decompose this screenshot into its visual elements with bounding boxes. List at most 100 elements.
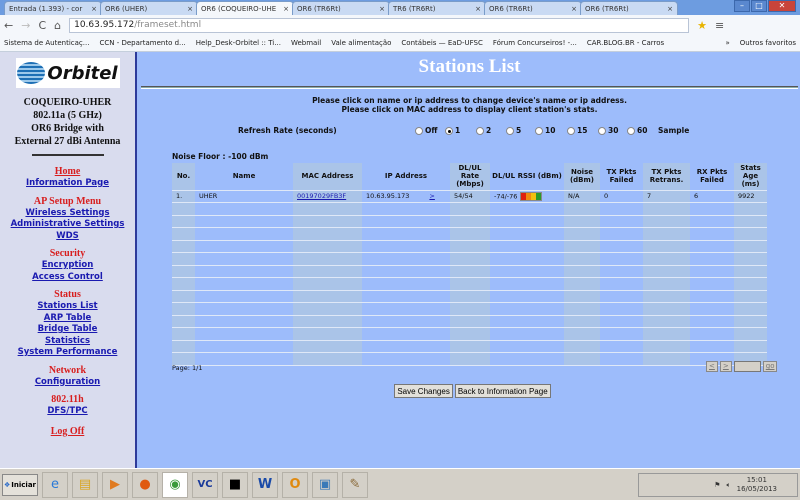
- sidebar-link[interactable]: Administrative Settings: [10, 219, 125, 229]
- refresh-radio[interactable]: 60: [627, 126, 647, 135]
- section-title: Status: [54, 289, 81, 300]
- close-tab-icon[interactable]: ×: [667, 5, 673, 13]
- firefox-icon[interactable]: ●: [132, 471, 158, 498]
- column-header: IP Address: [362, 163, 450, 191]
- close-tab-icon[interactable]: ×: [91, 5, 97, 13]
- browser-tab[interactable]: TR6 (TR6Rt) ×: [388, 1, 486, 15]
- bookmark[interactable]: CCN - Departamento d...: [99, 39, 186, 47]
- sidebar-link[interactable]: WDS: [56, 230, 79, 241]
- refresh-radio[interactable]: Off: [415, 126, 437, 135]
- noise-floor: Noise Floor : -100 dBm: [172, 152, 269, 161]
- browser-tab[interactable]: OR6 (COQUEIRO-UHE ×: [196, 1, 294, 15]
- sidebar-link[interactable]: Bridge Table: [37, 324, 98, 334]
- browser-tab[interactable]: OR6 (UHER) ×: [100, 1, 198, 15]
- ie-icon[interactable]: e: [42, 471, 68, 498]
- back-icon[interactable]: ←: [4, 18, 14, 32]
- prev-page-button[interactable]: <: [706, 361, 718, 372]
- start-button[interactable]: ❖ Iniciar: [2, 473, 38, 496]
- picture-viewer-icon[interactable]: ▣: [312, 471, 338, 498]
- url-input[interactable]: 10.63.95.172/frameset.html: [69, 17, 690, 33]
- tx_retrans-cell: 7: [647, 192, 652, 201]
- clock[interactable]: 15:01 16/05/2013: [736, 476, 777, 493]
- page-input[interactable]: [733, 361, 761, 372]
- refresh-radio[interactable]: 30: [598, 126, 618, 135]
- main-content: Stations List Please click on name or ip…: [139, 52, 800, 468]
- close-tab-icon[interactable]: ×: [379, 5, 385, 13]
- sidebar-link[interactable]: Encryption: [41, 260, 94, 270]
- flag-icon[interactable]: ⚑: [714, 481, 721, 489]
- more-bookmarks[interactable]: »: [725, 39, 730, 47]
- empty-row: [172, 340, 767, 353]
- sidebar-link[interactable]: Statistics: [44, 335, 91, 346]
- vnc-icon[interactable]: VC: [192, 471, 218, 498]
- sidebar-link[interactable]: Access Control: [32, 271, 103, 282]
- sidebar-link[interactable]: DFS/TPC: [47, 406, 88, 416]
- taskbar: ❖ Iniciar e ▤ ▶ ● ◉ VC ■ W O ▣ ✎ ⚑ 🔈︎ 15:0…: [0, 468, 800, 500]
- bookmark[interactable]: CAR.BLOG.BR - Carros: [586, 39, 665, 47]
- close-button[interactable]: ✕: [768, 0, 796, 12]
- sidebar-link[interactable]: Configuration: [34, 376, 101, 387]
- refresh-radio[interactable]: 10: [535, 126, 555, 135]
- section-title[interactable]: Home: [54, 166, 81, 177]
- maximize-button[interactable]: □: [751, 0, 767, 12]
- word-icon[interactable]: W: [252, 471, 278, 498]
- ip-cell[interactable]: 10.63.95.173: [366, 192, 410, 201]
- bookmark[interactable]: Help_Desk-Orbitel :: Ti...: [195, 39, 281, 47]
- bookmark[interactable]: Sistema de Autenticaç...: [4, 39, 90, 47]
- close-tab-icon[interactable]: ×: [571, 5, 577, 13]
- sidebar-link[interactable]: Information Page: [26, 178, 109, 188]
- edit-ip-link[interactable]: >: [429, 192, 435, 201]
- empty-row: [172, 352, 767, 366]
- star-icon[interactable]: ★: [697, 18, 707, 32]
- menu-icon[interactable]: ≡: [714, 18, 725, 32]
- tab-strip: Entrada (1.393) - cor × OR6 (UHER) × OR6 (CO…: [0, 0, 800, 15]
- column-header: Noise (dBm): [564, 163, 600, 191]
- title-rule: [141, 86, 798, 89]
- volume-icon[interactable]: 🔈︎: [726, 480, 731, 489]
- sidebar-link[interactable]: ARP Table: [43, 312, 92, 323]
- go-button[interactable]: go: [762, 361, 778, 372]
- media-player-icon[interactable]: ▶: [102, 471, 128, 498]
- refresh-radio[interactable]: 1: [445, 126, 460, 135]
- refresh-radio[interactable]: 5: [506, 126, 521, 135]
- name-cell[interactable]: UHER: [199, 192, 218, 201]
- home-icon[interactable]: ⌂: [54, 18, 62, 32]
- forward-icon[interactable]: →: [21, 18, 31, 32]
- bookmark[interactable]: Fórum Concurseiros! -...: [492, 39, 577, 47]
- outlook-icon[interactable]: O: [282, 471, 308, 498]
- column-header: TX Pkts Retrans.: [643, 163, 690, 191]
- close-tab-icon[interactable]: ×: [187, 5, 193, 13]
- next-page-button[interactable]: >: [719, 361, 732, 372]
- browser-tab[interactable]: OR6 (TR6Rt) ×: [484, 1, 582, 15]
- browser-tab[interactable]: OR6 (TR6Rt) ×: [292, 1, 390, 15]
- bookmark[interactable]: Vale alimentação: [331, 39, 392, 47]
- column-header: MAC Address: [293, 163, 362, 191]
- bookmark[interactable]: Contábeis — EaD-UFSC: [401, 39, 483, 47]
- other-bookmarks[interactable]: Outros favoritos: [739, 39, 796, 47]
- tx_failed-cell: 0: [604, 192, 609, 201]
- sidebar-nav: Home Information Page AP Setup Menu Wireles…: [0, 166, 135, 418]
- minimize-button[interactable]: –: [734, 0, 750, 12]
- mac-cell[interactable]: 00197029FB3F: [297, 192, 347, 201]
- browser-tab[interactable]: Entrada (1.393) - cor ×: [4, 1, 102, 15]
- bookmark[interactable]: Webmail: [290, 39, 322, 47]
- close-tab-icon[interactable]: ×: [283, 5, 289, 13]
- cmd-icon[interactable]: ■: [222, 471, 248, 498]
- back-to-information-button[interactable]: Back to Information Page: [454, 384, 551, 398]
- close-tab-icon[interactable]: ×: [475, 5, 481, 13]
- paint-icon[interactable]: ✎: [342, 471, 368, 498]
- save-changes-button[interactable]: Save Changes: [394, 384, 453, 398]
- explorer-icon[interactable]: ▤: [72, 471, 98, 498]
- sidebar-link[interactable]: Wireless Settings: [25, 207, 110, 218]
- column-header: Name: [195, 163, 293, 191]
- sidebar-link[interactable]: System Performance: [17, 347, 118, 357]
- chrome-icon[interactable]: ◉: [162, 471, 188, 498]
- refresh-radio[interactable]: 2: [476, 126, 491, 135]
- browser-tab[interactable]: OR6 (TR6Rt) ×: [580, 1, 678, 15]
- refresh-radio[interactable]: 15: [567, 126, 587, 135]
- noise-cell: N/A: [568, 192, 580, 201]
- rx_failed-cell: 6: [694, 192, 699, 201]
- reload-icon[interactable]: C: [38, 18, 47, 32]
- logoff-link[interactable]: Log Off: [50, 425, 85, 437]
- sidebar-link[interactable]: Stations List: [37, 301, 98, 311]
